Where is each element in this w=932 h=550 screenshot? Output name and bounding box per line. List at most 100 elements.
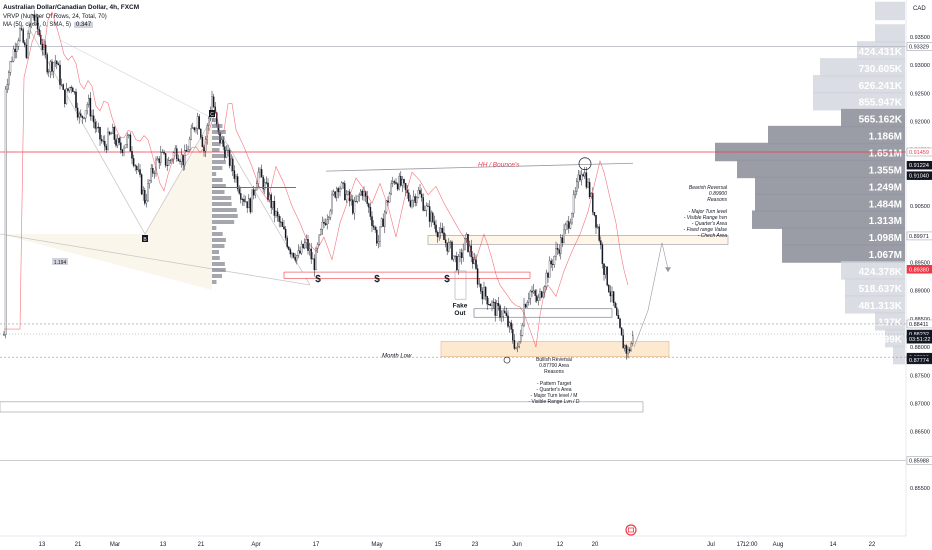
candle (11, 60, 13, 62)
candle (569, 222, 572, 229)
fixed-range-bar (212, 124, 223, 128)
candle (100, 139, 103, 142)
price-label-box (906, 265, 932, 274)
hh-label: HH / Bounce's (478, 162, 520, 169)
candle (193, 127, 196, 131)
candle (604, 266, 607, 275)
candle (152, 168, 154, 174)
candle (313, 258, 316, 271)
candle (275, 211, 277, 216)
volume-profile-label: 1.098M (869, 233, 902, 244)
volume-profile-bar (841, 261, 905, 280)
candle (195, 128, 197, 131)
candle (310, 248, 312, 260)
candle (419, 190, 421, 195)
candle (198, 116, 200, 130)
fixed-range-bar (212, 238, 226, 242)
volume-profile-label: 626.241K (859, 81, 903, 92)
volume-profile-label: 1.313M (869, 216, 902, 227)
candle (236, 176, 239, 189)
fixed-range-bar (212, 256, 220, 260)
candle (368, 203, 370, 208)
projection-arrow (665, 267, 671, 273)
candle (420, 193, 423, 198)
candle (516, 346, 519, 348)
candle (416, 197, 418, 203)
candle (412, 196, 415, 201)
candle (291, 252, 293, 255)
price-label-box (906, 456, 932, 465)
bearish-reason-text: - Fixed range Value (684, 227, 728, 233)
candle (529, 290, 532, 299)
volume-profile-bar (813, 75, 905, 94)
candle (200, 128, 202, 138)
candle (54, 60, 56, 64)
time-tick: Jun (512, 542, 522, 548)
candle (454, 255, 456, 257)
candle (22, 29, 24, 43)
candle (448, 242, 450, 252)
fixed-range-bar (212, 118, 216, 122)
candle (411, 200, 413, 207)
candle (126, 135, 128, 145)
candle (179, 160, 181, 162)
candle (259, 169, 261, 173)
candle (52, 62, 55, 72)
bullish-reversal-zone (440, 341, 670, 358)
volume-profile-label: 1.067M (869, 250, 902, 261)
candle (396, 183, 399, 190)
bullish-reason-text: Bullish Reversal (536, 357, 572, 363)
candle (456, 256, 458, 271)
price-label: 0.89380 (909, 267, 929, 273)
event-icon[interactable] (625, 524, 637, 536)
candle (32, 14, 34, 16)
moving-average-line (4, 11, 629, 348)
candle (73, 91, 76, 93)
candle (225, 150, 228, 158)
candle (440, 227, 442, 233)
candle (110, 133, 112, 135)
candle (401, 179, 404, 186)
candle (446, 242, 448, 252)
candle (606, 266, 608, 286)
volume-profile-label: 424.431K (859, 47, 903, 58)
lower-zone (0, 401, 644, 413)
candle (587, 181, 589, 188)
pattern-line (59, 39, 213, 119)
price-axis: CAD0.935000.930000.925000.920000.915000.… (905, 0, 932, 550)
candle (563, 229, 565, 243)
candle (524, 304, 527, 308)
candle (16, 46, 18, 53)
price-label-box (906, 160, 932, 170)
fixed-range-bar (212, 148, 220, 152)
candle (83, 117, 85, 119)
candle (432, 212, 434, 222)
vrvp-legend[interactable]: VRVP (Number Of Rows, 24, Total, 70) (3, 14, 107, 20)
candle (568, 221, 570, 229)
candle (508, 322, 511, 327)
price-tick: 0.87000 (910, 402, 930, 408)
candle (169, 159, 172, 161)
candle (393, 181, 396, 183)
candle (150, 168, 152, 181)
volume-profile-bar (737, 159, 905, 179)
candle (507, 315, 509, 327)
candle (592, 193, 594, 213)
bearish-reason-text: - Chech Area (698, 233, 727, 239)
candle (588, 181, 591, 198)
fixed-range-bar (212, 262, 225, 266)
fake-out-box (454, 270, 467, 300)
candle (625, 345, 628, 354)
candle (172, 152, 175, 160)
candle (526, 302, 528, 308)
candle (115, 139, 117, 146)
candle (382, 218, 384, 227)
candle (499, 305, 501, 318)
fixed-range-bar (212, 184, 226, 188)
candle (496, 302, 498, 316)
time-tick: 21 (198, 542, 205, 548)
candle (75, 91, 77, 109)
candle (131, 151, 133, 159)
